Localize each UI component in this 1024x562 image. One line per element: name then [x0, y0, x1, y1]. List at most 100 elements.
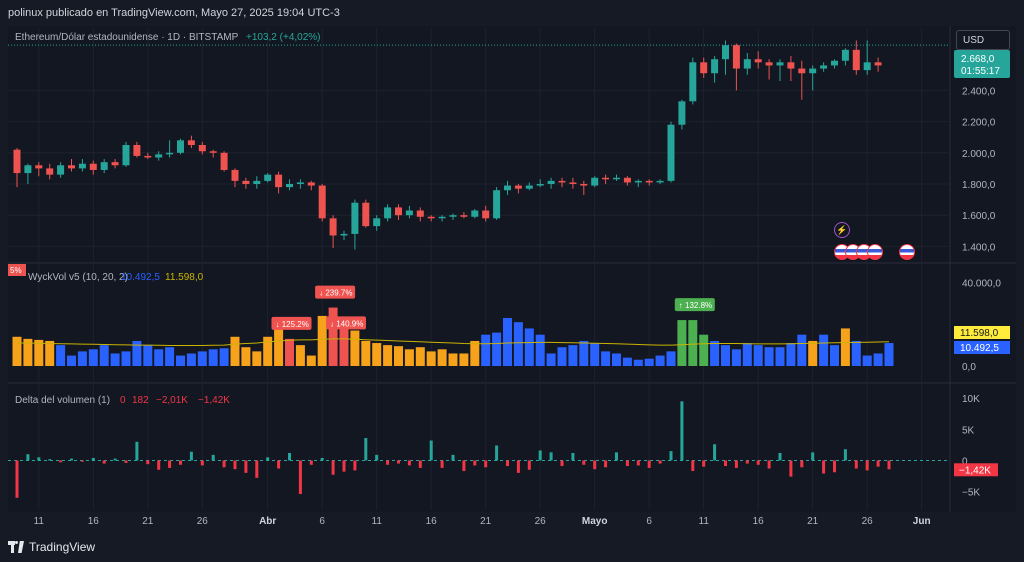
delta-value: 0 — [120, 395, 126, 406]
volume-bar — [524, 328, 534, 366]
x-tick-label: 21 — [480, 516, 492, 527]
delta-bar — [418, 460, 422, 468]
x-tick-label: 16 — [88, 516, 100, 527]
delta-bar — [386, 460, 390, 465]
delta-bar — [658, 460, 662, 464]
candle-body — [449, 215, 457, 217]
volume-bar — [67, 355, 76, 366]
delta-y-tick: 5K — [962, 425, 975, 436]
volume-bar — [840, 328, 850, 366]
volume-bar — [263, 336, 273, 366]
volume-bar — [77, 351, 87, 366]
volume-bar — [862, 355, 872, 366]
candle-body — [384, 207, 392, 219]
volume-bar — [492, 332, 502, 366]
delta-bar — [822, 460, 826, 474]
y-tick-label: 2.400,0 — [962, 86, 996, 97]
delta-bar — [506, 460, 509, 467]
delta-bar — [375, 454, 379, 461]
volume-spike-badge — [315, 285, 356, 299]
candle-body — [787, 62, 795, 69]
delta-bar — [37, 457, 41, 461]
brand-name: TradingView — [29, 540, 96, 554]
delta-bar — [887, 460, 891, 470]
volume-value-label: 10.492,5 — [960, 343, 999, 354]
delta-bar — [440, 460, 444, 468]
candle-body — [340, 233, 348, 236]
volume-bar — [612, 353, 621, 366]
volume-spike-label: ↓ 140.9% — [330, 319, 363, 328]
delta-bar — [724, 460, 727, 467]
x-tick-label: 26 — [197, 516, 209, 527]
candle-body — [373, 218, 381, 227]
candle-body — [809, 68, 817, 74]
us-flag-icon[interactable] — [899, 244, 915, 260]
volume-bar — [797, 334, 807, 366]
lightning-icon[interactable]: ⚡ — [834, 222, 850, 238]
candle-body — [351, 202, 359, 234]
delta-bar — [407, 460, 411, 466]
x-tick-label: 16 — [426, 516, 438, 527]
x-tick-label: 11 — [34, 516, 45, 527]
volume-bar — [88, 349, 98, 366]
delta-bar — [233, 460, 237, 470]
chart-svg[interactable]: 2.400,0 2.200,0 2.000,0 1.800,0 1.600,0 1.400… — [0, 0, 1024, 534]
volume-bar — [655, 355, 665, 366]
delta-bar — [331, 460, 335, 475]
delta-y-tick: 0 — [962, 456, 968, 467]
symbol-title: Ethereum/Dólar estadounidense · 1D · BIT… — [15, 32, 239, 43]
volume-bar — [699, 334, 709, 366]
delta-bar — [266, 457, 270, 461]
candle-body — [427, 216, 435, 219]
delta-bar — [26, 454, 30, 461]
candle-body — [144, 155, 152, 158]
delta-bar — [582, 460, 586, 465]
volume-bar — [56, 345, 66, 366]
us-flag-icon[interactable] — [867, 244, 883, 260]
candle-body — [471, 210, 479, 217]
volume-bar — [633, 359, 643, 366]
tradingview-logo[interactable]: TradingView — [8, 540, 95, 554]
candle-body — [395, 207, 402, 216]
candle-body — [602, 177, 610, 180]
candle-body — [133, 145, 141, 156]
volume-bar — [644, 358, 654, 366]
delta-bar — [135, 441, 139, 461]
volume-bar — [481, 334, 491, 366]
candle-body — [307, 182, 315, 186]
candle-body — [24, 165, 32, 174]
candle-body — [504, 185, 511, 191]
delta-bar — [538, 450, 542, 461]
candle-body — [634, 180, 642, 183]
volume-bar — [590, 343, 600, 366]
delta-bar — [636, 460, 640, 466]
delta-bar — [179, 460, 182, 465]
volume-spike-label: ↓ 239.7% — [319, 289, 352, 298]
candle-body — [296, 182, 304, 184]
x-tick-label: Mayo — [582, 516, 608, 527]
candle-body — [482, 210, 490, 219]
tradingview-logo-icon — [8, 541, 24, 553]
chart-container[interactable] — [8, 26, 1016, 512]
volume-bar — [503, 318, 512, 366]
last-price-label: 2.668,0 — [961, 54, 995, 65]
y-tick-label: 1.600,0 — [962, 211, 996, 222]
ma-value-label: 11.598,0 — [960, 328, 999, 339]
volume-spike-badge — [674, 298, 715, 312]
volume-spike-badge — [326, 316, 366, 330]
delta-bar — [800, 460, 804, 468]
delta-bar — [211, 454, 215, 461]
delta-bar — [527, 460, 531, 470]
delta-value: −2,01K — [156, 395, 188, 406]
delta-bar — [713, 444, 717, 461]
delta-bar — [571, 452, 575, 461]
volume-value-blue: 10.492,5 — [121, 272, 160, 283]
volume-bar — [819, 334, 829, 366]
x-tick-label: 26 — [535, 516, 547, 527]
volume-bar — [786, 343, 796, 366]
volume-bar — [208, 349, 218, 366]
delta-bar — [15, 460, 19, 498]
volume-bar — [295, 345, 305, 366]
currency-button[interactable]: USD — [956, 30, 1010, 50]
delta-bar — [833, 460, 836, 473]
